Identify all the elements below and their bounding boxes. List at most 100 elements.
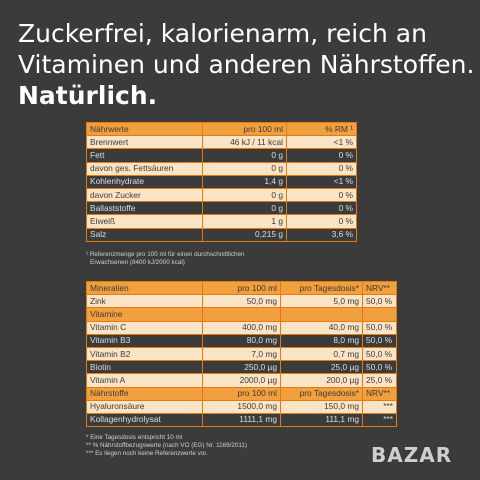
cell-value: 0 g bbox=[202, 187, 287, 203]
section-header-vitamins: Vitamine bbox=[86, 307, 397, 322]
nutrition-table: Nährwerte pro 100 ml % RM ¹ Brennwert 46… bbox=[86, 121, 357, 242]
cell-label: Hyaluronsäure bbox=[86, 399, 203, 414]
cell-value: 5,0 mg bbox=[280, 294, 363, 309]
table-row: davon ges. Fettsäuren 0 g 0 % bbox=[86, 161, 357, 176]
headline: Zuckerfrei, kalorienarm, reich an Vitami… bbox=[18, 18, 475, 111]
header-cell: pro 100 ml bbox=[202, 121, 287, 137]
table-row: Vitamin A 2000,0 µg 200,0 µg 25,0 % bbox=[86, 373, 397, 388]
header-cell: Mineralien bbox=[86, 280, 203, 296]
cell-value: 46 kJ / 11 kcal bbox=[202, 135, 287, 150]
footnote-line: *** Es liegen noch keine Referenzwerte v… bbox=[86, 450, 208, 457]
header-cell: Nährstoffe bbox=[86, 386, 203, 401]
headline-line-3: Natürlich. bbox=[18, 81, 158, 110]
footnote-line: ¹ Referenzmenge pro 100 ml für einen dur… bbox=[86, 251, 245, 258]
table-row: Kohlenhydrate 1,4 g <1 % bbox=[86, 174, 357, 189]
cell-percent: 0 % bbox=[286, 187, 357, 203]
cell-value: 0 g bbox=[202, 161, 287, 176]
table-row: Hyaluronsäure 1500,0 mg 150,0 mg *** bbox=[86, 399, 397, 414]
header-cell bbox=[202, 307, 281, 322]
cell-value: 0 g bbox=[202, 201, 287, 216]
cell-value: 1500,0 mg bbox=[202, 399, 281, 414]
cell-value: 2000,0 µg bbox=[202, 373, 281, 388]
cell-value: 1,4 g bbox=[202, 174, 287, 189]
cell-value: 50,0 mg bbox=[202, 294, 281, 309]
headline-line-2: Vitaminen und anderen Nährstoffen. bbox=[18, 50, 475, 79]
header-cell bbox=[280, 307, 363, 322]
cell-percent: <1 % bbox=[286, 174, 357, 189]
cell-label: Fett bbox=[86, 148, 203, 163]
cell-value: 1111,1 mg bbox=[202, 412, 281, 428]
cell-percent: 0 % bbox=[286, 148, 357, 163]
cell-value: 80,0 mg bbox=[202, 333, 281, 348]
cell-percent: 0 % bbox=[286, 201, 357, 216]
table-row: Zink 50,0 mg 5,0 mg 50,0 % bbox=[86, 294, 397, 309]
cell-label: Biotin bbox=[86, 360, 203, 375]
cell-label: Kollagenhydrolysat bbox=[86, 412, 203, 428]
cell-label: Zink bbox=[86, 294, 203, 309]
cell-value: 250,0 µg bbox=[202, 360, 281, 375]
cell-value: 111,1 mg bbox=[280, 412, 363, 428]
cell-percent: 0 % bbox=[286, 214, 357, 229]
cell-nrv: 50,0 % bbox=[362, 346, 397, 362]
cell-nrv: 50,0 % bbox=[362, 333, 397, 348]
table-row: davon Zucker 0 g 0 % bbox=[86, 187, 357, 203]
table-row: Vitamin C 400,0 mg 40,0 mg 50,0 % bbox=[86, 320, 397, 335]
cell-value: 150,0 mg bbox=[280, 399, 363, 414]
cell-value: 1 g bbox=[202, 214, 287, 229]
cell-label: Vitamin B2 bbox=[86, 346, 203, 362]
cell-label: Ballaststoffe bbox=[86, 201, 203, 216]
header-cell: NRV** bbox=[362, 386, 397, 401]
cell-nrv: 25,0 % bbox=[362, 373, 397, 388]
cell-label: davon Zucker bbox=[86, 187, 203, 203]
table-header-row: Nährwerte pro 100 ml % RM ¹ bbox=[86, 121, 357, 137]
cell-label: Vitamin A bbox=[86, 373, 203, 388]
cell-label: Eiweiß bbox=[86, 214, 203, 229]
cell-value: 25,0 µg bbox=[280, 360, 363, 375]
cell-label: Vitamin B3 bbox=[86, 333, 203, 348]
table-row: Fett 0 g 0 % bbox=[86, 148, 357, 163]
cell-percent: <1 % bbox=[286, 135, 357, 150]
table-row: Vitamin B3 80,0 mg 8,0 mg 50,0 % bbox=[86, 333, 397, 348]
cell-value: 8,0 mg bbox=[280, 333, 363, 348]
cell-label: Kohlenhydrate bbox=[86, 174, 203, 189]
cell-nrv: 50,0 % bbox=[362, 294, 397, 309]
cell-percent: 3,6 % bbox=[286, 227, 357, 242]
header-cell: pro Tagesdosis* bbox=[280, 386, 363, 401]
table-row: Biotin 250,0 µg 25,0 µg 50,0 % bbox=[86, 360, 397, 375]
header-cell: Vitamine bbox=[86, 307, 203, 322]
cell-value: 40,0 mg bbox=[280, 320, 363, 335]
cell-value: 0 g bbox=[202, 148, 287, 163]
header-cell: pro 100 ml bbox=[202, 280, 281, 296]
header-cell: NRV** bbox=[362, 280, 397, 296]
section-header-nutrients: Nährstoffe pro 100 ml pro Tagesdosis* NR… bbox=[86, 386, 397, 401]
cell-value: 0,7 mg bbox=[280, 346, 363, 362]
footnote-line: Erwachsenen (8400 kJ/2000 kcal) bbox=[90, 259, 185, 266]
bazar-watermark: BAZAR bbox=[371, 443, 453, 467]
headline-line-1: Zuckerfrei, kalorienarm, reich an bbox=[18, 19, 427, 48]
cell-label: davon ges. Fettsäuren bbox=[86, 161, 203, 176]
table-row: Eiweiß 1 g 0 % bbox=[86, 214, 357, 229]
micronutrient-table: Mineralien pro 100 ml pro Tagesdosis* NR… bbox=[86, 280, 397, 428]
cell-nrv: *** bbox=[362, 399, 397, 414]
table-row: Ballaststoffe 0 g 0 % bbox=[86, 201, 357, 216]
header-cell bbox=[362, 307, 397, 322]
cell-label: Brennwert bbox=[86, 135, 203, 150]
cell-value: 400,0 mg bbox=[202, 320, 281, 335]
header-cell: pro Tagesdosis* bbox=[280, 280, 363, 296]
header-cell: pro 100 ml bbox=[202, 386, 281, 401]
footnote-line: ** % Nährstoffbezugswerte (nach VO (EG) … bbox=[86, 442, 247, 449]
header-cell: Nährwerte bbox=[86, 121, 203, 137]
cell-value: 200,0 µg bbox=[280, 373, 363, 388]
cell-percent: 0 % bbox=[286, 161, 357, 176]
micronutrient-footnotes: * Eine Tagesdosis entspricht 10 ml ** % … bbox=[86, 434, 247, 458]
cell-label: Vitamin C bbox=[86, 320, 203, 335]
cell-nrv: 50,0 % bbox=[362, 320, 397, 335]
cell-nrv: 50,0 % bbox=[362, 360, 397, 375]
nutrition-footnote: ¹ Referenzmenge pro 100 ml für einen dur… bbox=[86, 251, 245, 267]
table-row: Salz 0,215 g 3,6 % bbox=[86, 227, 357, 242]
header-cell: % RM ¹ bbox=[286, 121, 357, 137]
cell-label: Salz bbox=[86, 227, 203, 242]
cell-value: 0,215 g bbox=[202, 227, 287, 242]
table-row: Kollagenhydrolysat 1111,1 mg 111,1 mg **… bbox=[86, 412, 397, 428]
section-header-minerals: Mineralien pro 100 ml pro Tagesdosis* NR… bbox=[86, 280, 397, 296]
